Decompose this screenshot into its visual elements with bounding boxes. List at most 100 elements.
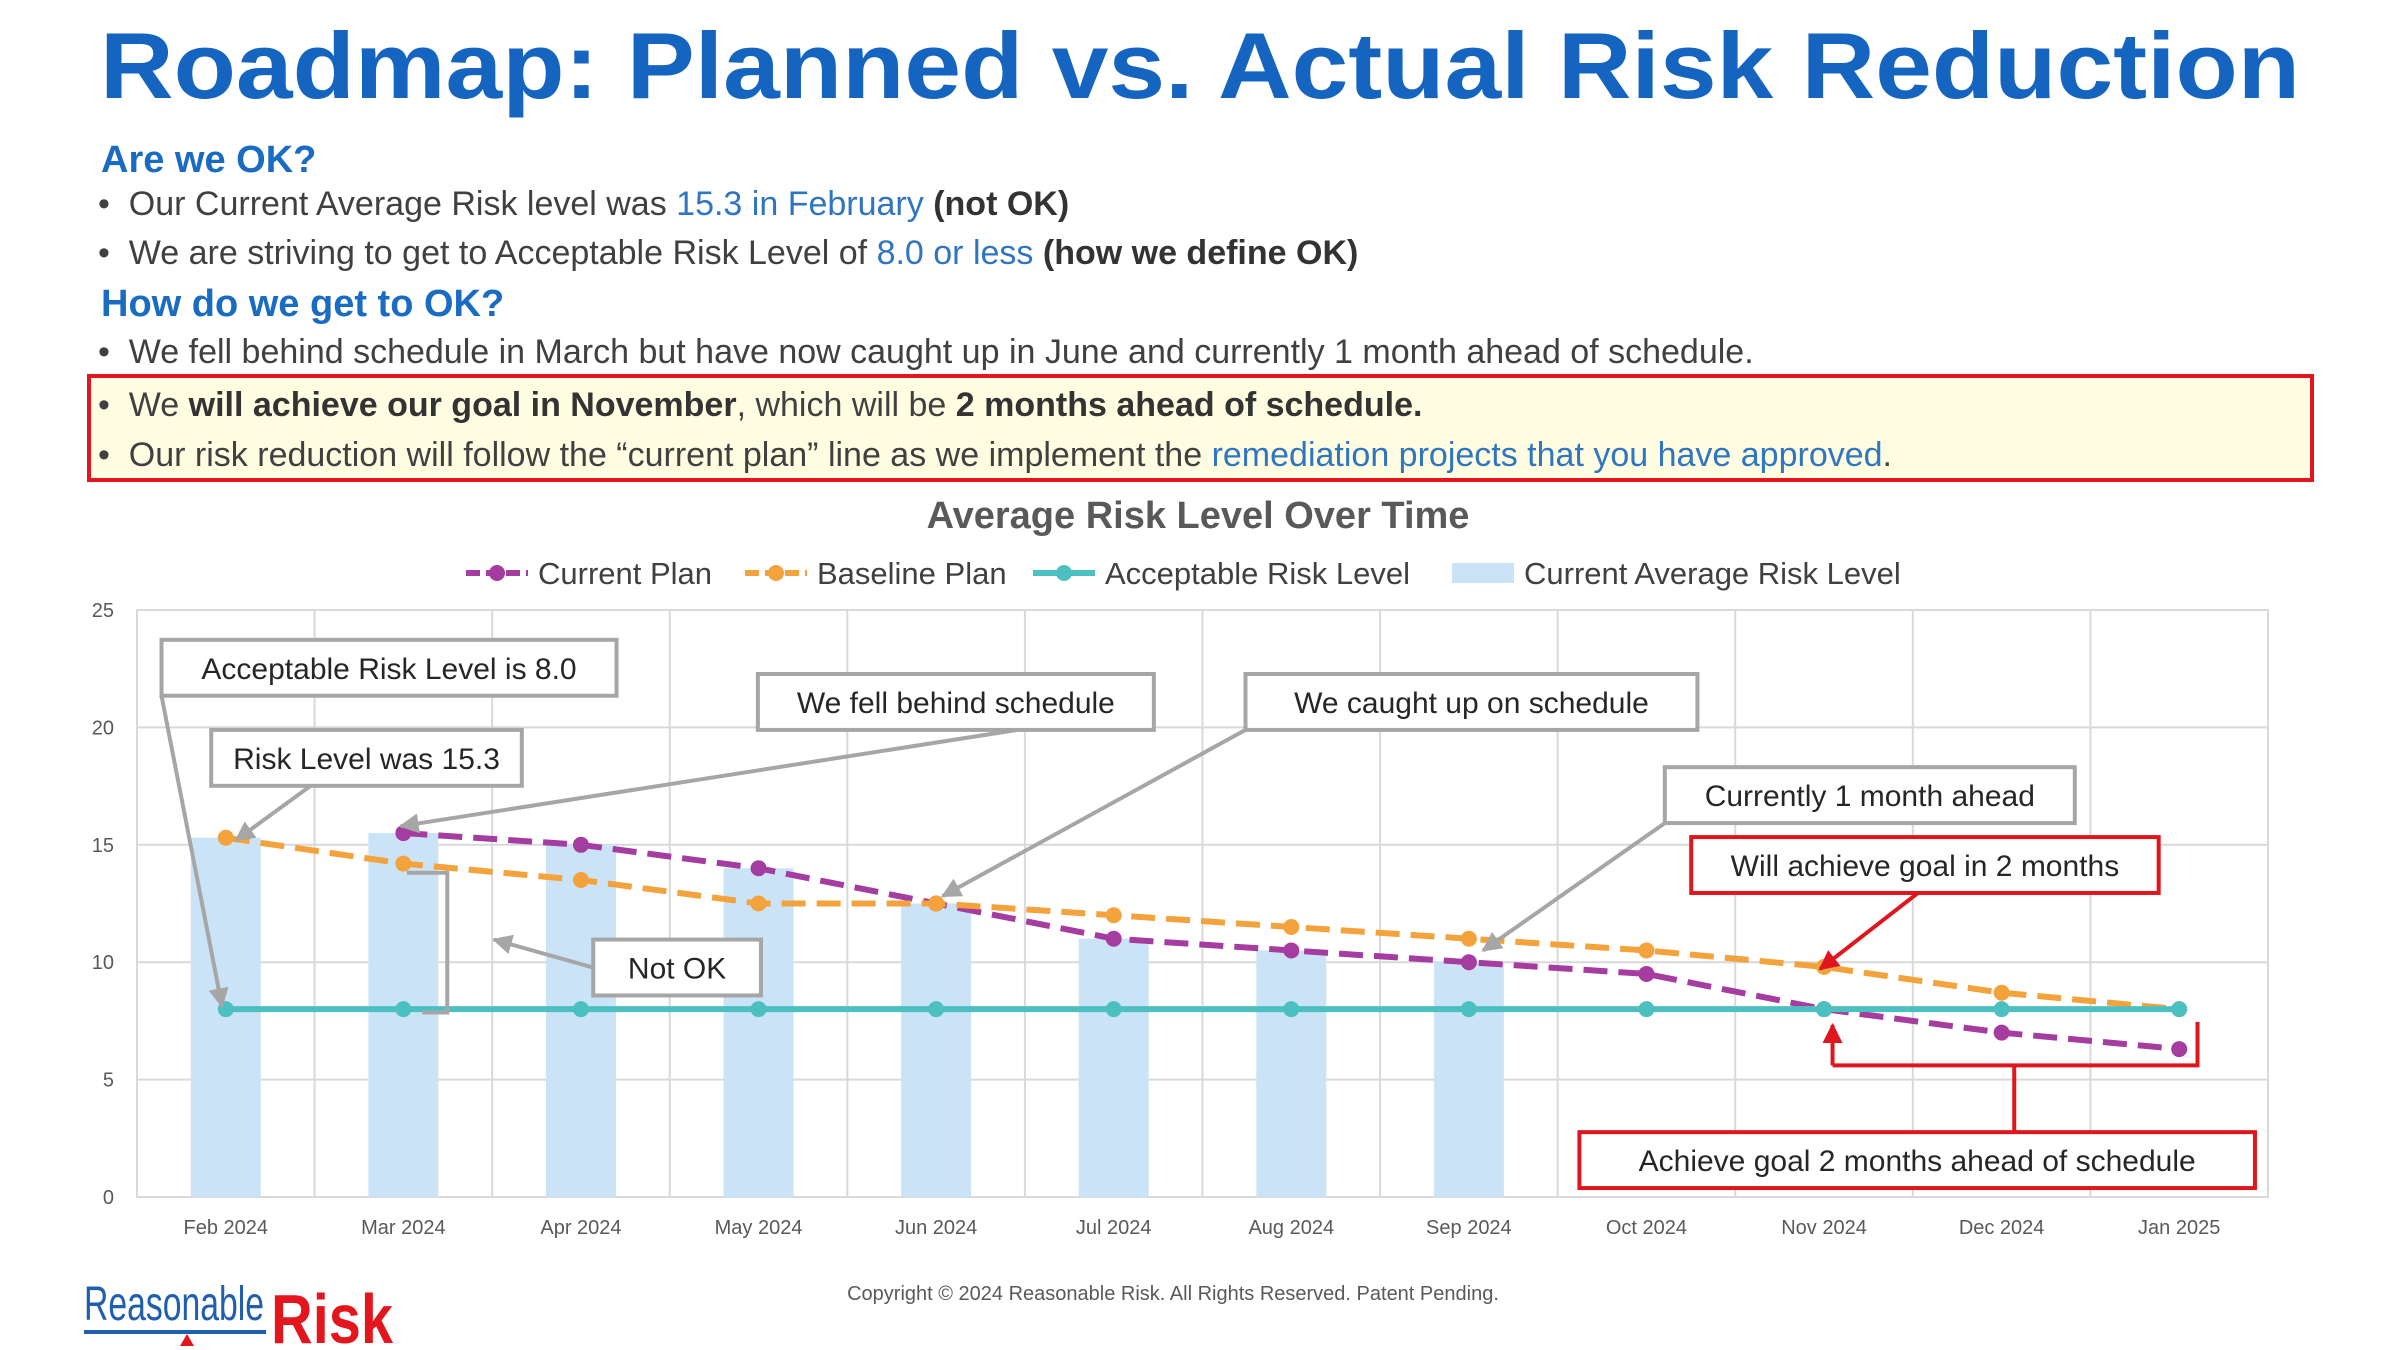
- plot-border: [136, 609, 2269, 1198]
- legend-label: Acceptable Risk Level: [1105, 556, 1410, 591]
- annotation-box: [755, 672, 1156, 732]
- marker: [572, 836, 589, 853]
- marker: [928, 1001, 945, 1018]
- x-tick-label: Jul 2024: [1076, 1217, 1152, 1239]
- bullet-line: • Our risk reduction will follow the “cu…: [98, 436, 1892, 474]
- legend-label: Baseline Plan: [817, 556, 1007, 591]
- annotation-text: Achieve goal 2 months ahead of schedule: [1639, 1145, 2196, 1178]
- bullet-line: • We will achieve our goal in November, …: [98, 386, 1422, 424]
- bullet-line: • We fell behind schedule in March but h…: [98, 333, 1754, 371]
- annotation-text: Acceptable Risk Level is 8.0: [201, 653, 576, 686]
- logo-text: Risk: [271, 1280, 393, 1350]
- marker: [217, 829, 234, 846]
- annotation-box: [159, 637, 619, 698]
- bar: [901, 903, 972, 1197]
- chart-title: Average Risk Level Over Time: [927, 495, 1470, 537]
- marker: [2171, 1001, 2188, 1018]
- marker: [572, 1001, 589, 1018]
- section-heading: Are we OK?: [101, 139, 316, 181]
- marker: [1638, 965, 1655, 982]
- y-tick-label: 20: [92, 717, 114, 739]
- marker: [1105, 930, 1122, 947]
- text: will achieve our goal in November: [188, 386, 737, 424]
- annotation-text: We fell behind schedule: [797, 687, 1115, 720]
- annotation-arrow: [159, 695, 229, 1009]
- marker: [1105, 907, 1122, 924]
- annotation-box: [209, 727, 524, 788]
- bullet-line: • We are striving to get to Acceptable R…: [98, 234, 1358, 272]
- text: Our Current Average Risk level was: [129, 185, 676, 223]
- x-tick-label: Apr 2024: [540, 1217, 621, 1239]
- legend-label: Current Plan: [538, 556, 712, 591]
- legend-swatch: [1056, 565, 1072, 581]
- marker: [1283, 918, 1300, 935]
- marker: [750, 860, 767, 877]
- marker: [1993, 984, 2010, 1001]
- marker: [1105, 1001, 1122, 1018]
- legend-swatch: [1452, 563, 1514, 583]
- text: Our risk reduction will follow the “curr…: [129, 436, 1212, 474]
- annotation-arrow: [398, 727, 1018, 834]
- text: 8.0 or less: [877, 234, 1034, 272]
- annotation-arrow: [1481, 821, 1666, 953]
- x-tick-label: Sep 2024: [1426, 1217, 1512, 1239]
- marker: [928, 895, 945, 912]
- annotation-bracket: [1832, 1021, 2200, 1068]
- bar: [1433, 962, 1504, 1197]
- marker: [395, 1001, 412, 1018]
- annotation-text: Not OK: [628, 953, 726, 986]
- bar: [723, 868, 794, 1197]
- x-tick-label: Feb 2024: [184, 1217, 269, 1239]
- x-tick-label: Aug 2024: [1248, 1217, 1334, 1239]
- text: remediation projects that you have appro…: [1212, 436, 1883, 474]
- annotation-box: [591, 937, 763, 998]
- marker: [572, 872, 589, 889]
- text: We are striving to get to Acceptable Ris…: [129, 234, 877, 272]
- marker: [1816, 1001, 1833, 1018]
- marker: [1638, 1001, 1655, 1018]
- x-tick-label: Nov 2024: [1781, 1217, 1867, 1239]
- slide-title: Roadmap: Planned vs. Actual Risk Reducti…: [100, 13, 2300, 118]
- y-tick-label: 5: [103, 1070, 114, 1092]
- bullet-line: • Our Current Average Risk level was 15.…: [98, 185, 1069, 223]
- annotation-arrow: [491, 934, 594, 970]
- highlight-box: [87, 374, 2314, 482]
- x-tick-label: Oct 2024: [1606, 1217, 1687, 1239]
- marker: [750, 1001, 767, 1018]
- annotation-box: [1243, 672, 1700, 732]
- logo-text: Reasonable: [84, 1278, 264, 1331]
- marker: [2171, 1041, 2188, 1058]
- marker: [1460, 954, 1477, 971]
- text: We: [129, 386, 189, 424]
- annotation-text: We caught up on schedule: [1294, 687, 1649, 720]
- marker: [1460, 1001, 1477, 1018]
- x-tick-label: Mar 2024: [361, 1217, 446, 1239]
- annotation-arrow: [1818, 891, 1920, 971]
- marker: [1283, 1001, 1300, 1018]
- legend-swatch: [768, 565, 784, 581]
- text: 2 months ahead of schedule.: [956, 386, 1423, 424]
- annotation-text: Currently 1 month ahead: [1705, 780, 2035, 813]
- text: (how we define OK): [1033, 234, 1358, 272]
- text: 15.3 in February: [676, 185, 924, 223]
- section-heading: How do we get to OK?: [101, 283, 504, 325]
- y-tick-label: 10: [92, 952, 114, 974]
- y-tick-label: 15: [92, 835, 114, 857]
- x-tick-label: Jun 2024: [895, 1217, 977, 1239]
- marker: [1460, 930, 1477, 947]
- marker: [1993, 1024, 2010, 1041]
- text: .: [1883, 436, 1892, 474]
- bar: [1256, 950, 1327, 1197]
- annotation-text: Risk Level was 15.3: [233, 743, 500, 776]
- annotation-box: [1662, 765, 2077, 826]
- annotation-box: [1577, 1130, 2257, 1191]
- annotation-box: [1689, 835, 2161, 895]
- legend-swatch: [489, 565, 505, 581]
- logo-mark: [180, 1334, 194, 1346]
- annotation-text: Will achieve goal in 2 months: [1731, 850, 2120, 883]
- line: [225, 834, 2180, 1013]
- x-tick-label: Dec 2024: [1959, 1217, 2045, 1239]
- marker: [750, 895, 767, 912]
- marker: [1283, 942, 1300, 959]
